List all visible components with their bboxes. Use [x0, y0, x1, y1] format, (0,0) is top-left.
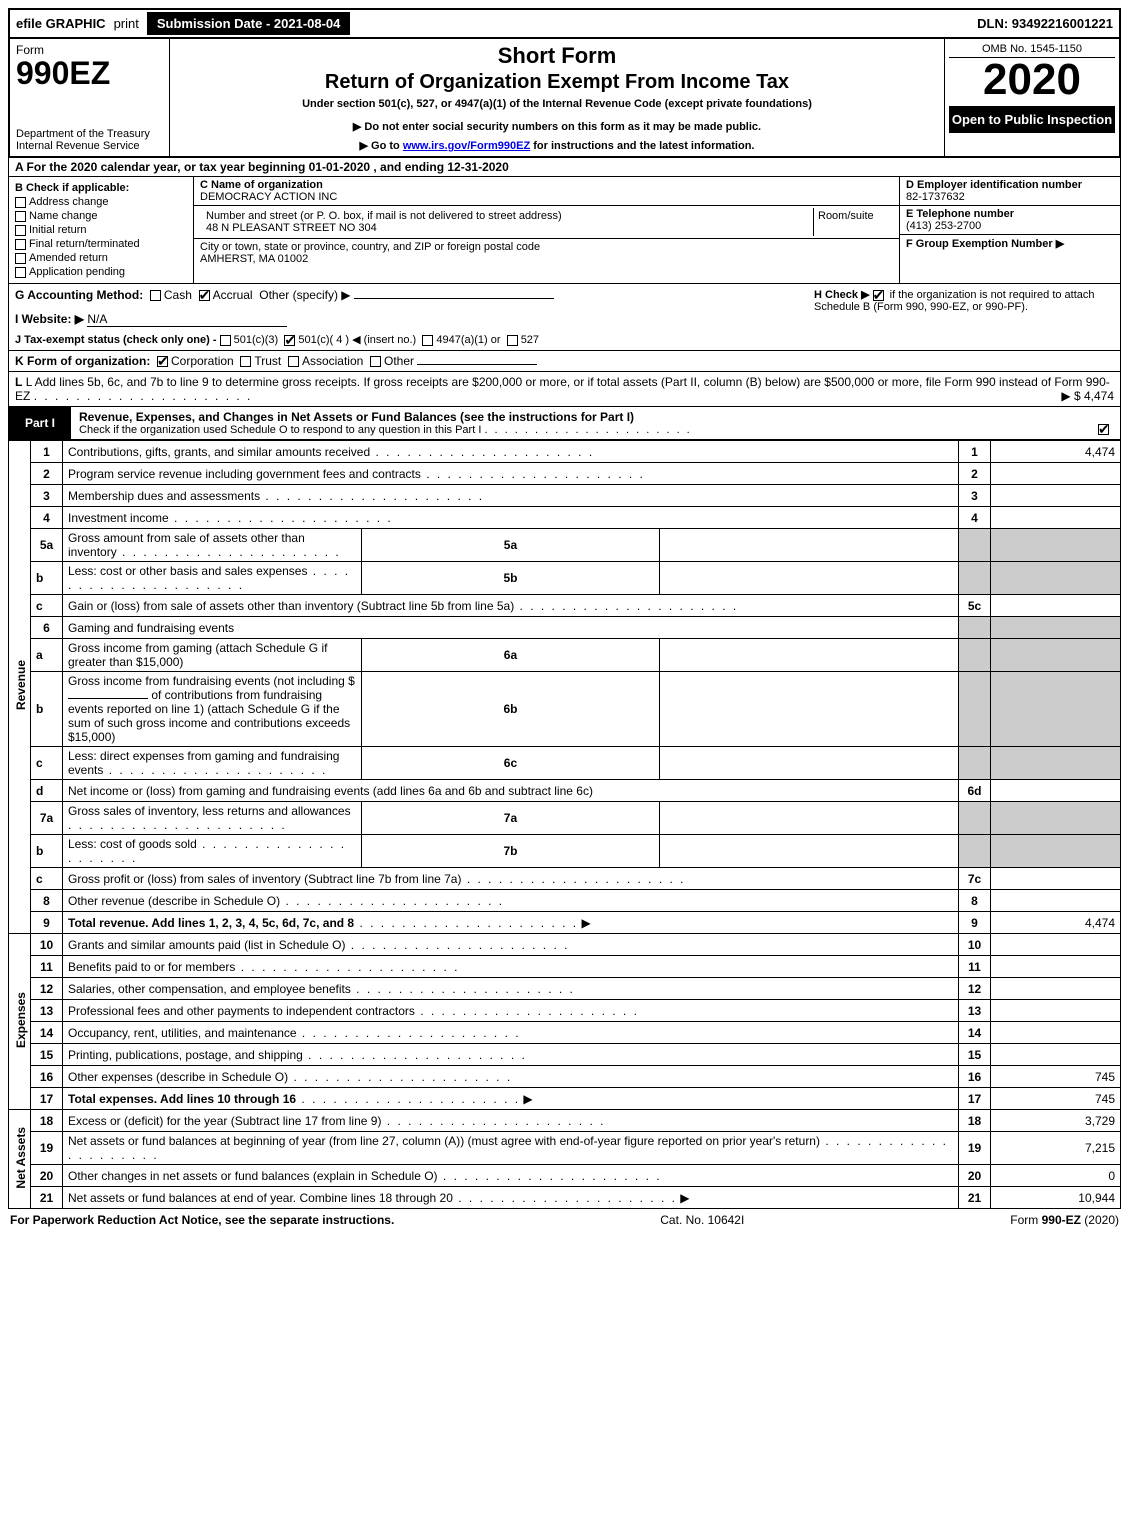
line-1-amount: 4,474: [991, 441, 1121, 463]
chk-trust[interactable]: [240, 356, 251, 367]
row-l: L L Add lines 5b, 6c, and 7b to line 9 t…: [8, 372, 1121, 407]
col-c-org: C Name of organization DEMOCRACY ACTION …: [194, 177, 900, 283]
netassets-section-label: Net Assets: [14, 1127, 28, 1189]
chk-amended-return[interactable]: [15, 253, 26, 264]
part1-tab: Part I: [9, 413, 71, 433]
form-footer: For Paperwork Reduction Act Notice, see …: [8, 1209, 1121, 1231]
other-org-input[interactable]: [417, 364, 537, 365]
line-19-amount: 7,215: [991, 1132, 1121, 1165]
row-k: K Form of organization: Corporation Trus…: [8, 351, 1121, 372]
form-ref: Form 990-EZ (2020): [1010, 1213, 1119, 1227]
efile-label: efile GRAPHIC: [16, 16, 106, 31]
short-form-title: Short Form: [180, 43, 934, 69]
col-b-title: B Check if applicable:: [15, 182, 129, 194]
chk-other-org[interactable]: [370, 356, 381, 367]
tel-label: E Telephone number: [906, 208, 1014, 220]
g-label: G Accounting Method:: [15, 288, 143, 302]
goto-instructions: ▶ Go to www.irs.gov/Form990EZ for instru…: [180, 139, 934, 152]
col-d-ids: D Employer identification number 82-1737…: [900, 177, 1120, 283]
part1-header: Part I Revenue, Expenses, and Changes in…: [8, 407, 1121, 440]
chk-501c[interactable]: [284, 335, 295, 346]
lines-table: Revenue 1 Contributions, gifts, grants, …: [8, 440, 1121, 1209]
dln-label: DLN: 93492216001221: [977, 16, 1119, 31]
city-label: City or town, state or province, country…: [200, 241, 540, 253]
ein-label: D Employer identification number: [906, 179, 1082, 191]
room-suite-label: Room/suite: [813, 208, 893, 236]
chk-cash[interactable]: [150, 290, 161, 301]
org-city: AMHERST, MA 01002: [200, 253, 308, 265]
line-num: 1: [31, 441, 63, 463]
cat-no: Cat. No. 10642I: [660, 1213, 744, 1227]
addr-label: Number and street (or P. O. box, if mail…: [206, 210, 562, 222]
paperwork-notice: For Paperwork Reduction Act Notice, see …: [10, 1213, 394, 1227]
chk-schedule-b[interactable]: [873, 290, 884, 301]
chk-final-return[interactable]: [15, 239, 26, 250]
chk-527[interactable]: [507, 335, 518, 346]
open-to-public: Open to Public Inspection: [949, 106, 1115, 133]
ein-value: 82-1737632: [906, 191, 965, 203]
chk-4947[interactable]: [422, 335, 433, 346]
line-20-amount: 0: [991, 1165, 1121, 1187]
chk-name-change[interactable]: [15, 211, 26, 222]
chk-schedule-o[interactable]: [1098, 424, 1109, 435]
chk-accrual[interactable]: [199, 290, 210, 301]
chk-address-change[interactable]: [15, 197, 26, 208]
return-title: Return of Organization Exempt From Incom…: [180, 71, 934, 94]
k-label: K Form of organization:: [15, 354, 150, 368]
6b-contrib-input[interactable]: [68, 698, 148, 699]
chk-501c3[interactable]: [220, 335, 231, 346]
org-address: 48 N PLEASANT STREET NO 304: [206, 222, 377, 234]
j-label: J Tax-exempt status (check only one) -: [15, 334, 217, 346]
dept-treasury: Department of the Treasury: [16, 128, 150, 140]
l-amount: ▶ $ 4,474: [1061, 389, 1114, 403]
org-name: DEMOCRACY ACTION INC: [200, 191, 337, 203]
under-section: Under section 501(c), 527, or 4947(a)(1)…: [180, 98, 934, 110]
line-18-amount: 3,729: [991, 1110, 1121, 1132]
line-21-amount: 10,944: [991, 1187, 1121, 1209]
part1-sub: Check if the organization used Schedule …: [79, 424, 481, 436]
website-value: N/A: [87, 312, 287, 327]
line-a-tax-year: A For the 2020 calendar year, or tax yea…: [8, 158, 1121, 177]
other-method-input[interactable]: [354, 298, 554, 299]
expenses-section-label: Expenses: [14, 992, 28, 1048]
chk-application-pending[interactable]: [15, 267, 26, 278]
irs-label: Internal Revenue Service: [16, 140, 140, 152]
top-bar: efile GRAPHIC print Submission Date - 20…: [8, 8, 1121, 37]
line-17-total-expenses: 745: [991, 1088, 1121, 1110]
row-ghij: G Accounting Method: Cash Accrual Other …: [8, 284, 1121, 351]
tel-value: (413) 253-2700: [906, 220, 981, 232]
chk-initial-return[interactable]: [15, 225, 26, 236]
part1-title: Revenue, Expenses, and Changes in Net As…: [79, 410, 634, 424]
chk-association[interactable]: [288, 356, 299, 367]
col-b-checkboxes: B Check if applicable: Address change Na…: [9, 177, 194, 283]
chk-corporation[interactable]: [157, 356, 168, 367]
i-label: I Website: ▶: [15, 312, 84, 326]
line-9-total-revenue: 4,474: [991, 912, 1121, 934]
h-label: H Check ▶: [814, 289, 870, 301]
revenue-section-label: Revenue: [14, 660, 28, 710]
line-16-amount: 745: [991, 1066, 1121, 1088]
ssn-warning: ▶ Do not enter social security numbers o…: [180, 120, 934, 133]
form-header: Form 990EZ Department of the Treasury In…: [8, 37, 1121, 158]
tax-year: 2020: [949, 58, 1115, 102]
org-info-block: B Check if applicable: Address change Na…: [8, 177, 1121, 284]
submission-date-badge: Submission Date - 2021-08-04: [147, 12, 351, 35]
group-exemption-label: F Group Exemption Number ▶: [906, 238, 1064, 250]
irs-link[interactable]: www.irs.gov/Form990EZ: [403, 140, 530, 152]
print-link[interactable]: print: [114, 16, 139, 31]
form-number: 990EZ: [16, 57, 163, 89]
c-name-label: C Name of organization: [200, 179, 323, 191]
